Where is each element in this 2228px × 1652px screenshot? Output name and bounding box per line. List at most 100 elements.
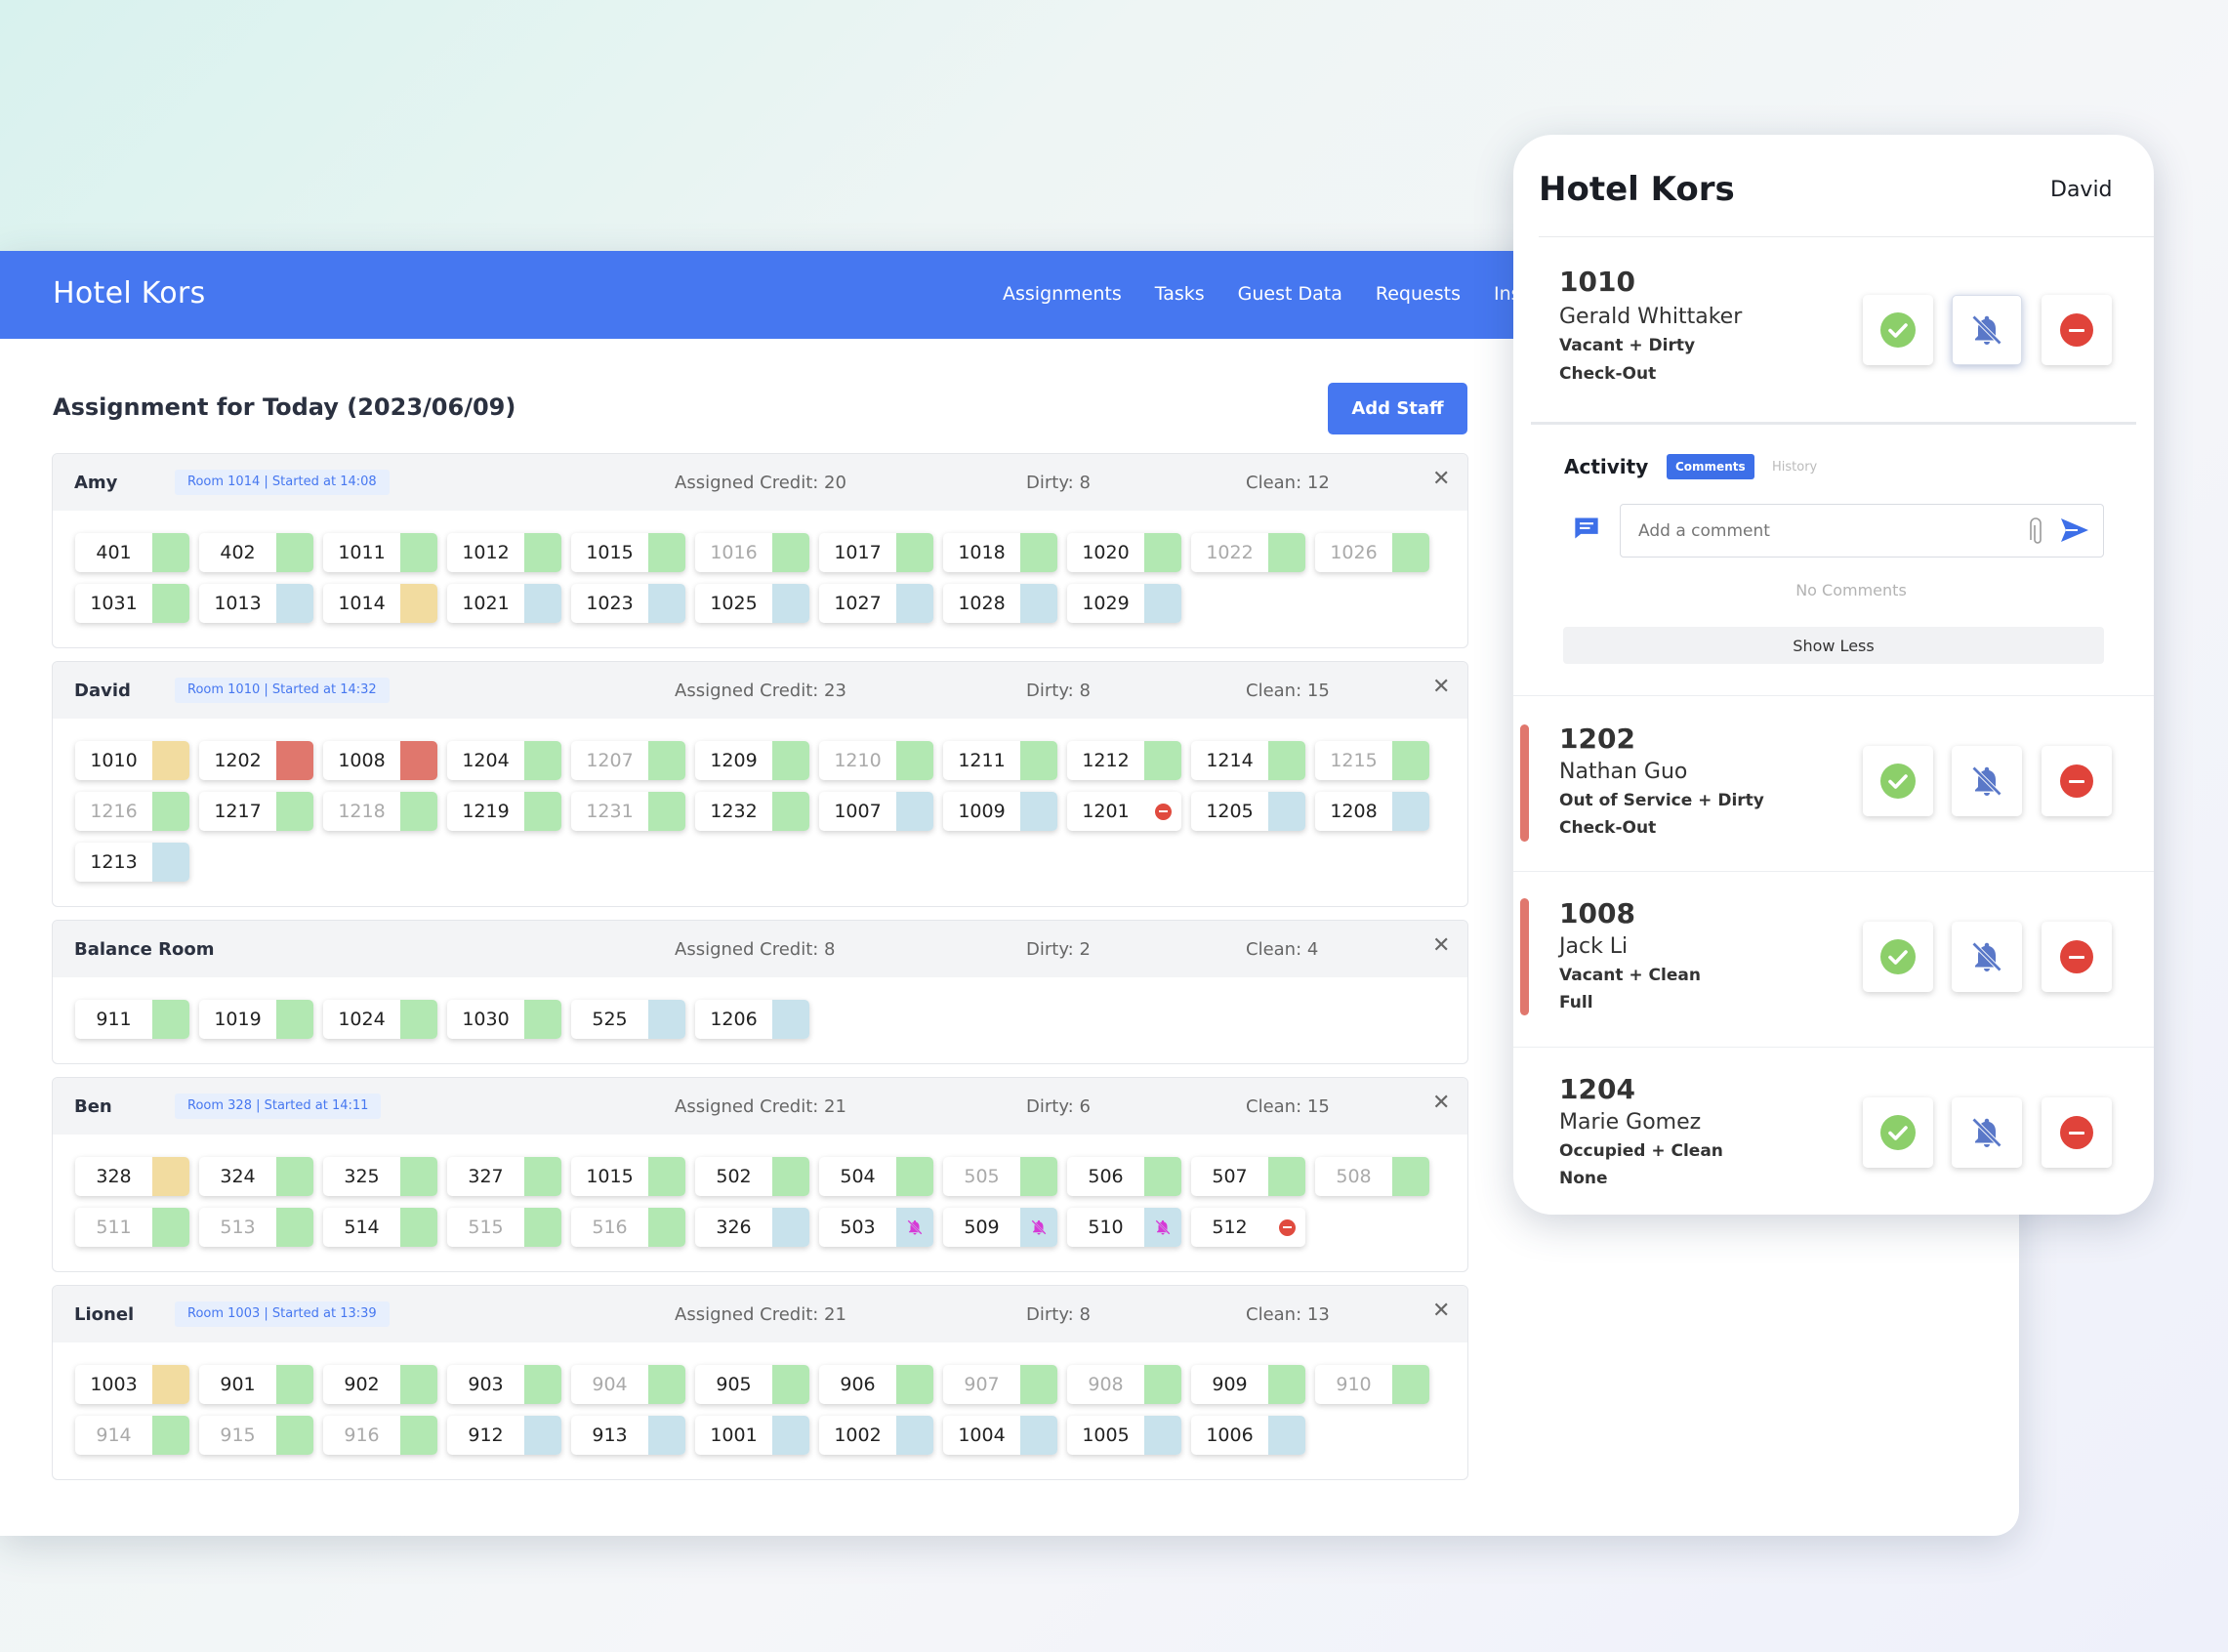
room-tile[interactable]: 1025 — [695, 584, 809, 623]
room-tile[interactable]: 502 — [695, 1157, 809, 1196]
room-tile[interactable]: 504 — [819, 1157, 933, 1196]
room-tile[interactable]: 1022 — [1191, 533, 1305, 572]
mark-clean-button[interactable] — [1863, 295, 1933, 365]
room-tile[interactable]: 402 — [199, 533, 313, 572]
do-not-disturb-button[interactable] — [1952, 746, 2022, 816]
room-tile[interactable]: 1010 — [75, 741, 189, 780]
room-tile[interactable]: 1011 — [323, 533, 437, 572]
mark-clean-button[interactable] — [1863, 1097, 1933, 1168]
room-tile[interactable]: 1015 — [571, 1157, 685, 1196]
do-not-disturb-button[interactable] — [1952, 1097, 2022, 1168]
room-tile[interactable]: 1205 — [1191, 792, 1305, 831]
room-tile[interactable]: 1202 — [199, 741, 313, 780]
room-tile[interactable]: 510 — [1067, 1208, 1181, 1247]
room-tile[interactable]: 1207 — [571, 741, 685, 780]
room-tile[interactable]: 1013 — [199, 584, 313, 623]
room-tile[interactable]: 506 — [1067, 1157, 1181, 1196]
close-icon[interactable]: ✕ — [1432, 933, 1451, 958]
room-tile[interactable]: 1030 — [447, 1000, 561, 1039]
room-tile[interactable]: 326 — [695, 1208, 809, 1247]
room-tile[interactable]: 327 — [447, 1157, 561, 1196]
room-tile[interactable]: 1216 — [75, 792, 189, 831]
room-tile[interactable]: 1014 — [323, 584, 437, 623]
nav-tasks[interactable]: Tasks — [1154, 283, 1205, 305]
room-tile[interactable]: 904 — [571, 1365, 685, 1404]
room-tile[interactable]: 909 — [1191, 1365, 1305, 1404]
room-tile[interactable]: 911 — [75, 1000, 189, 1039]
room-tile[interactable]: 1017 — [819, 533, 933, 572]
room-tile[interactable]: 1219 — [447, 792, 561, 831]
room-tile[interactable]: 401 — [75, 533, 189, 572]
room-card-1202[interactable]: 1202 Nathan Guo Out of Service + Dirty C… — [1513, 695, 2154, 871]
add-staff-button[interactable]: Add Staff — [1328, 383, 1467, 434]
room-tile[interactable]: 1009 — [943, 792, 1057, 831]
room-tile[interactable]: 1213 — [75, 843, 189, 882]
room-tile[interactable]: 1208 — [1315, 792, 1429, 831]
comment-input[interactable] — [1620, 504, 2104, 558]
room-tile[interactable]: 1214 — [1191, 741, 1305, 780]
room-tile[interactable]: 1027 — [819, 584, 933, 623]
room-tile[interactable]: 507 — [1191, 1157, 1305, 1196]
nav-guest-data[interactable]: Guest Data — [1237, 283, 1342, 305]
room-tile[interactable]: 1016 — [695, 533, 809, 572]
room-tile[interactable]: 325 — [323, 1157, 437, 1196]
room-tile[interactable]: 1026 — [1315, 533, 1429, 572]
room-tile[interactable]: 513 — [199, 1208, 313, 1247]
room-tile[interactable]: 1020 — [1067, 533, 1181, 572]
room-tile[interactable]: 1019 — [199, 1000, 313, 1039]
do-not-disturb-button[interactable] — [1952, 295, 2022, 365]
room-tile[interactable]: 515 — [447, 1208, 561, 1247]
room-tile[interactable]: 514 — [323, 1208, 437, 1247]
out-of-service-button[interactable] — [2042, 746, 2112, 816]
room-tile[interactable]: 916 — [323, 1416, 437, 1455]
paperclip-icon[interactable] — [2029, 516, 2042, 546]
out-of-service-button[interactable] — [2042, 1097, 2112, 1168]
room-tile[interactable]: 503 — [819, 1208, 933, 1247]
room-tile[interactable]: 1210 — [819, 741, 933, 780]
room-tile[interactable]: 1007 — [819, 792, 933, 831]
room-tile[interactable]: 505 — [943, 1157, 1057, 1196]
room-tile[interactable]: 1015 — [571, 533, 685, 572]
room-tile[interactable]: 511 — [75, 1208, 189, 1247]
room-tile[interactable]: 508 — [1315, 1157, 1429, 1196]
room-tile[interactable]: 913 — [571, 1416, 685, 1455]
room-tile[interactable]: 1024 — [323, 1000, 437, 1039]
close-icon[interactable]: ✕ — [1432, 467, 1451, 491]
room-tile[interactable]: 912 — [447, 1416, 561, 1455]
room-tile[interactable]: 907 — [943, 1365, 1057, 1404]
room-tile[interactable]: 1201 — [1067, 792, 1181, 831]
room-tile[interactable]: 901 — [199, 1365, 313, 1404]
room-tile[interactable]: 1211 — [943, 741, 1057, 780]
nav-requests[interactable]: Requests — [1375, 283, 1461, 305]
room-tile[interactable]: 1209 — [695, 741, 809, 780]
close-icon[interactable]: ✕ — [1432, 675, 1451, 699]
nav-assignments[interactable]: Assignments — [1003, 283, 1122, 305]
room-tile[interactable]: 1004 — [943, 1416, 1057, 1455]
room-tile[interactable]: 1218 — [323, 792, 437, 831]
room-tile[interactable]: 1018 — [943, 533, 1057, 572]
room-tile[interactable]: 910 — [1315, 1365, 1429, 1404]
room-tile[interactable]: 1021 — [447, 584, 561, 623]
room-card-1010[interactable]: 1010 Gerald Whittaker Vacant + Dirty Che… — [1513, 236, 2154, 422]
mark-clean-button[interactable] — [1863, 746, 1933, 816]
room-tile[interactable]: 1204 — [447, 741, 561, 780]
room-tile[interactable]: 1008 — [323, 741, 437, 780]
room-tile[interactable]: 905 — [695, 1365, 809, 1404]
close-icon[interactable]: ✕ — [1432, 1299, 1451, 1323]
show-less-button[interactable]: Show Less — [1563, 627, 2104, 664]
room-tile[interactable]: 1028 — [943, 584, 1057, 623]
room-tile[interactable]: 1212 — [1067, 741, 1181, 780]
room-tile[interactable]: 512 — [1191, 1208, 1305, 1247]
room-tile[interactable]: 902 — [323, 1365, 437, 1404]
out-of-service-button[interactable] — [2042, 295, 2112, 365]
room-tile[interactable]: 328 — [75, 1157, 189, 1196]
room-tile[interactable]: 1031 — [75, 584, 189, 623]
room-tile[interactable]: 1001 — [695, 1416, 809, 1455]
room-card-1204[interactable]: 1204 Marie Gomez Occupied + Clean None — [1513, 1047, 2154, 1213]
room-tile[interactable]: 509 — [943, 1208, 1057, 1247]
room-tile[interactable]: 1002 — [819, 1416, 933, 1455]
mark-clean-button[interactable] — [1863, 922, 1933, 992]
room-tile[interactable]: 914 — [75, 1416, 189, 1455]
room-tile[interactable]: 516 — [571, 1208, 685, 1247]
room-tile[interactable]: 1029 — [1067, 584, 1181, 623]
